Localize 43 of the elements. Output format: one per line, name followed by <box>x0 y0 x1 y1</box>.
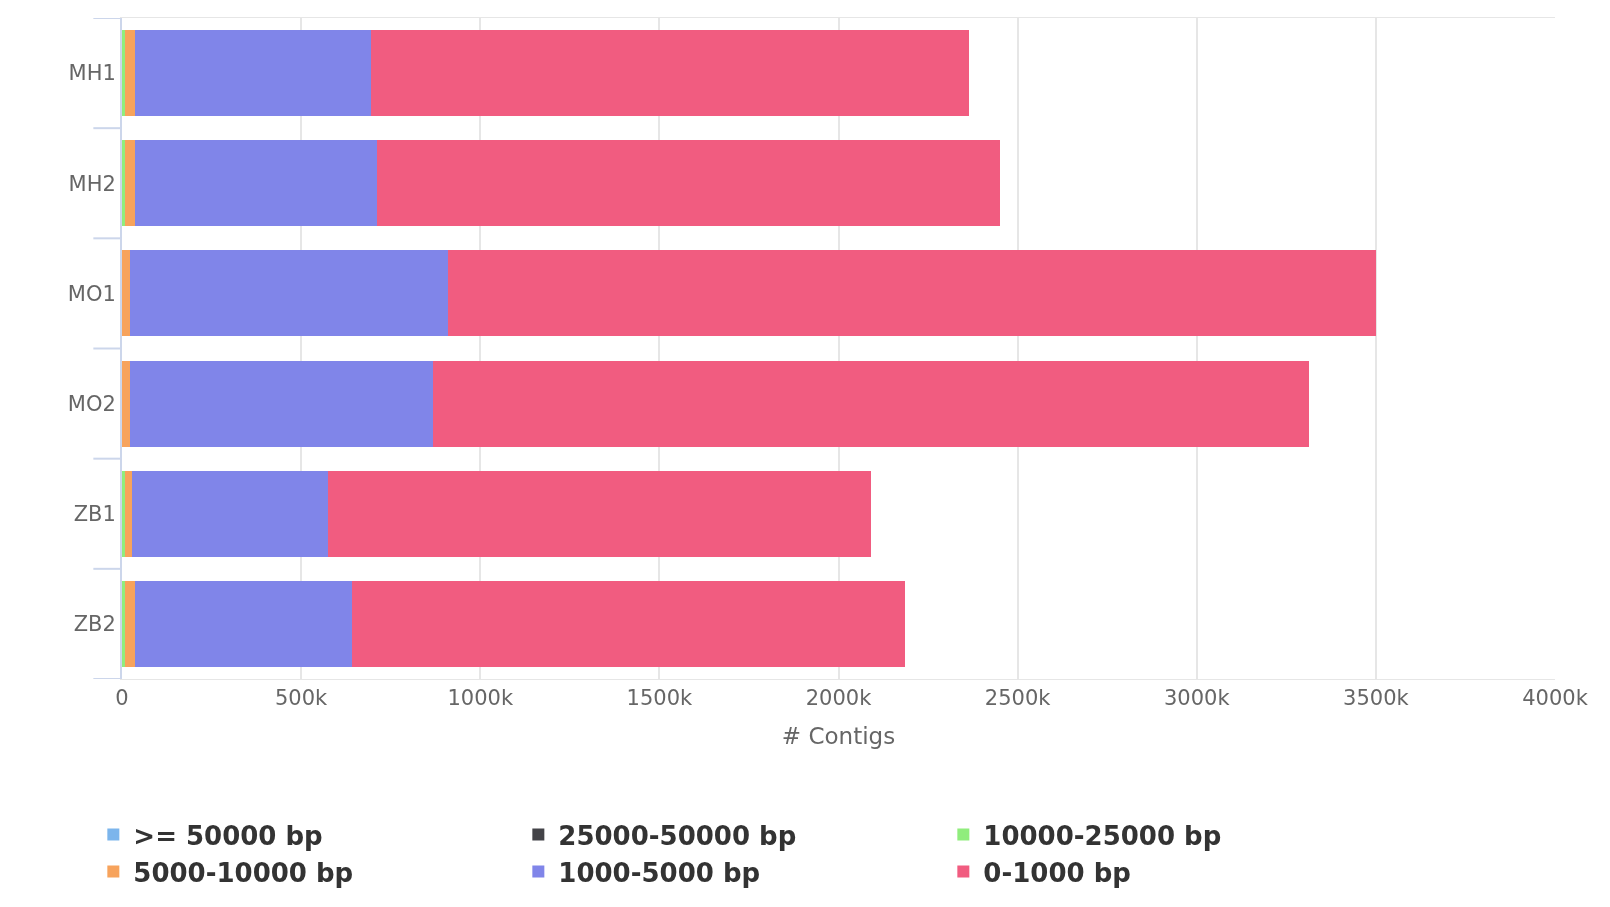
legend-label: >= 50000 bp <box>133 820 323 851</box>
x-tick-label: 0 <box>115 686 129 711</box>
bar <box>124 140 135 227</box>
bar <box>377 140 1001 227</box>
bar <box>124 580 135 667</box>
bar <box>124 30 135 117</box>
y-tick-label: ZB2 <box>73 612 116 637</box>
bar <box>132 470 329 557</box>
x-tick-label: 3500k <box>1343 686 1410 711</box>
x-tick-label: 1500k <box>626 686 694 711</box>
x-tick-label: 4000k <box>1522 686 1589 711</box>
bar <box>122 250 130 337</box>
bar <box>432 360 1309 447</box>
y-tick-label: ZB1 <box>73 502 116 527</box>
x-tick-label: 3000k <box>1163 686 1231 711</box>
legend-label: 0-1000 bp <box>983 857 1131 888</box>
y-tick-label: MO1 <box>67 281 116 306</box>
legend-label: 10000-25000 bp <box>983 820 1222 851</box>
bar <box>448 250 1376 337</box>
x-tick-label: 1000k <box>447 686 514 711</box>
bar <box>371 30 970 117</box>
y-tick-label: MH2 <box>68 171 116 196</box>
y-tick-label: MH1 <box>68 61 116 86</box>
bar <box>352 580 906 667</box>
bar <box>122 580 125 667</box>
bar <box>122 140 125 227</box>
bar <box>122 30 125 117</box>
x-axis-title: # Contigs <box>781 722 896 749</box>
bar <box>134 580 353 667</box>
bar <box>328 470 872 557</box>
y-tick-label: MO2 <box>67 391 116 416</box>
x-tick-label: 2500k <box>984 686 1052 711</box>
bar <box>134 140 378 227</box>
legend-label: 5000-10000 bp <box>133 857 354 888</box>
bar <box>122 470 125 557</box>
x-tick-label: 500k <box>275 686 329 711</box>
x-tick-label: 2000k <box>805 686 873 711</box>
bar <box>129 360 433 447</box>
bar <box>129 250 449 337</box>
legend-label: 25000-50000 bp <box>558 820 797 851</box>
legend-label: 1000-5000 bp <box>558 857 761 888</box>
bar <box>134 30 372 117</box>
bar <box>122 360 130 447</box>
